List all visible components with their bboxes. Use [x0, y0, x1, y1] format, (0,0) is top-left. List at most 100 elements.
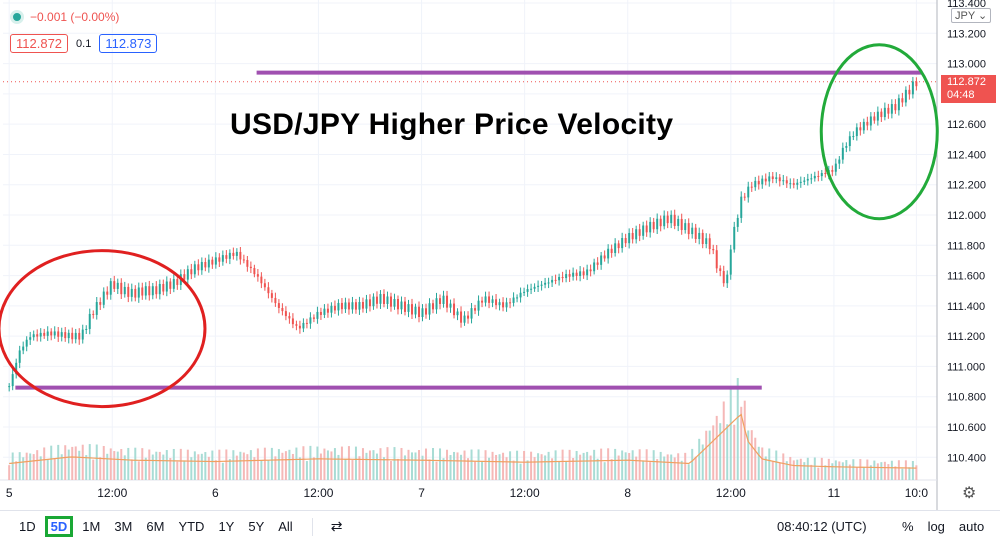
volume-bar: [799, 458, 802, 480]
utc-clock[interactable]: 08:40:12 (UTC): [777, 519, 867, 534]
tf-5y[interactable]: 5Y: [248, 519, 265, 534]
price-chart[interactable]: 113.400113.200113.000112.800112.600112.4…: [0, 0, 1000, 510]
candle-body: [116, 282, 119, 289]
candle-body: [635, 229, 638, 240]
candle-body: [596, 262, 599, 265]
volume-bar: [680, 460, 683, 480]
candle-body: [572, 272, 575, 277]
volume-bar: [95, 444, 98, 480]
tf-6m[interactable]: 6M: [146, 519, 165, 534]
tf-ytd[interactable]: YTD: [178, 519, 205, 534]
volume-bar: [305, 461, 308, 480]
candle-body: [876, 111, 879, 121]
volume-bar: [340, 446, 343, 480]
x-tick-label: 6: [212, 486, 219, 500]
volume-bar: [477, 449, 480, 480]
volume-bar: [796, 459, 799, 480]
candle-body: [855, 127, 858, 137]
percent-toggle[interactable]: %: [902, 519, 914, 534]
y-tick-label: 112.400: [947, 149, 986, 161]
volume-bar: [130, 459, 133, 480]
volume-bar: [656, 459, 659, 480]
tf-1d[interactable]: 1D: [19, 519, 36, 534]
candle-body: [628, 232, 631, 244]
y-tick-label: 111.000: [947, 361, 985, 373]
candle-body: [39, 332, 42, 337]
candle-body: [848, 136, 851, 147]
volume-bar: [190, 457, 193, 480]
volume-bar: [838, 461, 841, 480]
candle-body: [253, 268, 256, 275]
candle-body: [228, 252, 231, 259]
candle-body: [88, 313, 91, 329]
volume-bar: [197, 454, 200, 480]
volume-bar: [845, 460, 848, 480]
candle-body: [172, 279, 175, 289]
bid-price[interactable]: 112.872: [10, 34, 69, 53]
volume-bar: [561, 449, 564, 480]
candle-body: [36, 334, 39, 337]
volume-ma-line: [9, 413, 917, 469]
volume-bar: [873, 460, 876, 480]
volume-bar: [442, 458, 445, 480]
candle-body: [214, 257, 217, 265]
candle-body: [645, 225, 648, 233]
volume-bar: [53, 459, 56, 480]
candle-body: [361, 302, 364, 309]
change-readout: −0.001 (−0.00%): [10, 10, 119, 24]
volume-bar: [281, 452, 284, 480]
candle-body: [743, 196, 746, 198]
auto-toggle[interactable]: auto: [958, 519, 985, 534]
candle-body: [99, 302, 102, 305]
tf-1m[interactable]: 1M: [82, 519, 101, 534]
candle-body: [705, 238, 708, 245]
volume-bar: [743, 400, 746, 480]
volume-bar: [32, 454, 35, 480]
candle-body: [291, 318, 294, 325]
tf-1y[interactable]: 1Y: [218, 519, 235, 534]
volume-bar: [579, 454, 582, 480]
candle-body: [820, 173, 823, 177]
candle-body: [256, 274, 259, 277]
settings-gear-icon[interactable]: ⚙: [962, 485, 977, 502]
volume-bar: [81, 444, 84, 480]
volume-bar: [474, 461, 477, 480]
candle-body: [729, 249, 732, 275]
volume-bar: [551, 458, 554, 480]
y-tick-label: 113.000: [947, 59, 986, 71]
currency-button[interactable]: JPY ⌄: [951, 8, 992, 23]
tf-5d[interactable]: 5D: [44, 516, 74, 537]
volume-bar: [396, 458, 399, 480]
candle-body: [249, 266, 252, 269]
candle-body: [568, 274, 571, 277]
volume-bar: [803, 462, 806, 480]
volume-bar: [379, 448, 382, 480]
candle-body: [673, 214, 676, 226]
candle-body: [558, 276, 561, 281]
candle-body: [183, 274, 186, 280]
candle-body: [57, 331, 60, 337]
visibility-icon[interactable]: [10, 10, 24, 24]
candle-body: [446, 295, 449, 308]
candle-body: [358, 302, 361, 310]
date-range-icon[interactable]: ⇄: [330, 518, 343, 534]
candle-body: [747, 186, 750, 198]
candle-body: [8, 386, 11, 388]
candle-body: [29, 337, 32, 340]
candle-body: [456, 311, 459, 316]
candle-body: [498, 302, 501, 306]
tf-3m[interactable]: 3M: [114, 519, 133, 534]
volume-bar: [453, 451, 456, 480]
ask-price[interactable]: 112.873: [99, 34, 158, 53]
volume-bar: [642, 460, 645, 480]
candle-body: [379, 294, 382, 304]
tf-all[interactable]: All: [278, 519, 293, 534]
volume-bar: [719, 423, 722, 480]
candle-body: [134, 288, 137, 298]
volume-bar: [291, 453, 294, 480]
volume-bar: [593, 449, 596, 480]
log-toggle[interactable]: log: [927, 519, 945, 534]
volume-bar: [831, 463, 834, 480]
candle-body: [81, 329, 84, 340]
volume-bar: [249, 450, 252, 480]
